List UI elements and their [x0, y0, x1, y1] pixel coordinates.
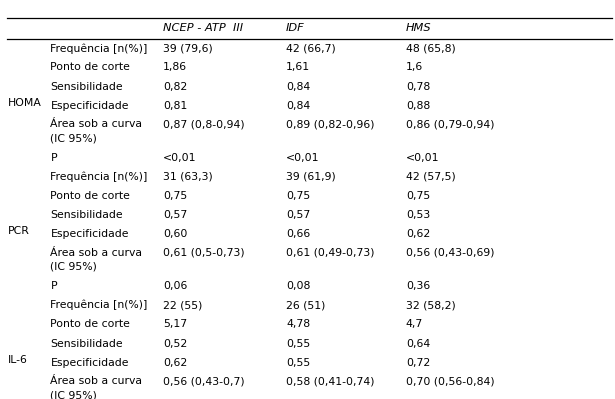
- Text: 0,70 (0,56-0,84): 0,70 (0,56-0,84): [406, 376, 494, 386]
- Text: Especificidade: Especificidade: [50, 101, 129, 111]
- Text: P: P: [50, 152, 57, 163]
- Text: 48 (65,8): 48 (65,8): [406, 43, 456, 53]
- Text: 39 (61,9): 39 (61,9): [286, 172, 336, 182]
- Text: NCEP - ATP  III: NCEP - ATP III: [163, 23, 243, 34]
- Text: HMS: HMS: [406, 23, 432, 34]
- Text: 1,61: 1,61: [286, 62, 310, 73]
- Text: Ponto de corte: Ponto de corte: [50, 62, 130, 73]
- Text: 0,56 (0,43-0,7): 0,56 (0,43-0,7): [163, 376, 245, 386]
- Text: 0,36: 0,36: [406, 281, 430, 291]
- Text: 0,81: 0,81: [163, 101, 187, 111]
- Text: Frequência [n(%)]: Frequência [n(%)]: [50, 172, 148, 182]
- Text: Ponto de corte: Ponto de corte: [50, 319, 130, 330]
- Text: 0,72: 0,72: [406, 358, 430, 368]
- Text: 0,60: 0,60: [163, 229, 188, 239]
- Text: 22 (55): 22 (55): [163, 300, 202, 310]
- Text: 32 (58,2): 32 (58,2): [406, 300, 456, 310]
- Text: P: P: [50, 281, 57, 291]
- Text: 0,89 (0,82-0,96): 0,89 (0,82-0,96): [286, 119, 375, 129]
- Text: Especificidade: Especificidade: [50, 229, 129, 239]
- Text: 0,62: 0,62: [163, 358, 187, 368]
- Text: Frequência [n(%)]: Frequência [n(%)]: [50, 43, 148, 53]
- Text: 0,61 (0,5-0,73): 0,61 (0,5-0,73): [163, 248, 245, 258]
- Text: 0,55: 0,55: [286, 358, 310, 368]
- Text: 0,84: 0,84: [286, 81, 310, 92]
- Text: 0,53: 0,53: [406, 210, 430, 220]
- Text: 5,17: 5,17: [163, 319, 187, 330]
- Text: 0,58 (0,41-0,74): 0,58 (0,41-0,74): [286, 376, 375, 386]
- Text: 0,62: 0,62: [406, 229, 430, 239]
- Text: IDF: IDF: [286, 23, 304, 34]
- Text: 0,56 (0,43-0,69): 0,56 (0,43-0,69): [406, 248, 494, 258]
- Text: <0,01: <0,01: [163, 152, 196, 163]
- Text: 4,78: 4,78: [286, 319, 310, 330]
- Text: 1,86: 1,86: [163, 62, 187, 73]
- Text: 42 (57,5): 42 (57,5): [406, 172, 456, 182]
- Text: Sensibilidade: Sensibilidade: [50, 81, 123, 92]
- Text: Sensibilidade: Sensibilidade: [50, 338, 123, 349]
- Text: 0,57: 0,57: [286, 210, 310, 220]
- Text: 0,06: 0,06: [163, 281, 188, 291]
- Text: Frequência [n(%)]: Frequência [n(%)]: [50, 300, 148, 310]
- Text: PCR: PCR: [7, 226, 30, 237]
- Text: 0,88: 0,88: [406, 101, 430, 111]
- Text: IL-6: IL-6: [7, 355, 27, 365]
- Text: 26 (51): 26 (51): [286, 300, 325, 310]
- Text: 1,6: 1,6: [406, 62, 423, 73]
- Text: 0,61 (0,49-0,73): 0,61 (0,49-0,73): [286, 248, 375, 258]
- Text: 0,66: 0,66: [286, 229, 310, 239]
- Text: 0,75: 0,75: [163, 191, 187, 201]
- Text: 39 (79,6): 39 (79,6): [163, 43, 213, 53]
- Text: 0,86 (0,79-0,94): 0,86 (0,79-0,94): [406, 119, 494, 129]
- Text: 0,57: 0,57: [163, 210, 187, 220]
- Text: 0,87 (0,8-0,94): 0,87 (0,8-0,94): [163, 119, 245, 129]
- Text: (IC 95%): (IC 95%): [50, 262, 97, 272]
- Text: 4,7: 4,7: [406, 319, 423, 330]
- Text: 0,82: 0,82: [163, 81, 187, 92]
- Text: 31 (63,3): 31 (63,3): [163, 172, 213, 182]
- Text: (IC 95%): (IC 95%): [50, 133, 97, 143]
- Text: Área sob a curva: Área sob a curva: [50, 248, 143, 258]
- Text: Especificidade: Especificidade: [50, 358, 129, 368]
- Text: 0,75: 0,75: [286, 191, 310, 201]
- Text: Área sob a curva: Área sob a curva: [50, 376, 143, 386]
- Text: <0,01: <0,01: [286, 152, 319, 163]
- Text: Ponto de corte: Ponto de corte: [50, 191, 130, 201]
- Text: 0,64: 0,64: [406, 338, 430, 349]
- Text: <0,01: <0,01: [406, 152, 439, 163]
- Text: 0,75: 0,75: [406, 191, 430, 201]
- Text: 0,08: 0,08: [286, 281, 311, 291]
- Text: 0,55: 0,55: [286, 338, 310, 349]
- Text: Área sob a curva: Área sob a curva: [50, 119, 143, 129]
- Text: 0,78: 0,78: [406, 81, 430, 92]
- Text: 0,84: 0,84: [286, 101, 310, 111]
- Text: HOMA: HOMA: [7, 98, 41, 108]
- Text: 0,52: 0,52: [163, 338, 187, 349]
- Text: Sensibilidade: Sensibilidade: [50, 210, 123, 220]
- Text: (IC 95%): (IC 95%): [50, 390, 97, 399]
- Text: 42 (66,7): 42 (66,7): [286, 43, 336, 53]
